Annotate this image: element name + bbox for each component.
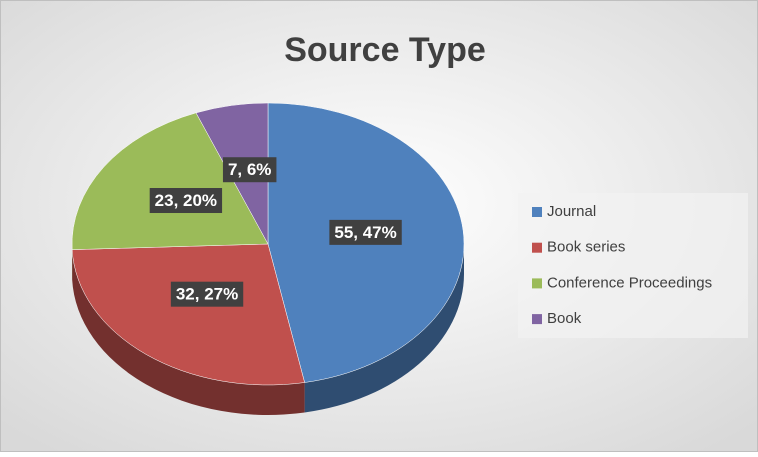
legend-swatch bbox=[532, 278, 542, 288]
data-label-group: 23, 20% bbox=[150, 188, 222, 213]
data-label-group: 7, 6% bbox=[223, 157, 276, 182]
legend-label: Conference Proceedings bbox=[547, 274, 712, 291]
legend-swatch bbox=[532, 243, 542, 253]
legend-swatch bbox=[532, 314, 542, 324]
legend-label: Book bbox=[547, 310, 582, 327]
data-label: 23, 20% bbox=[155, 191, 217, 210]
legend-swatch bbox=[532, 207, 542, 217]
chart-title: Source Type bbox=[284, 31, 486, 69]
legend-label: Book series bbox=[547, 239, 625, 256]
data-label-group: 55, 47% bbox=[329, 220, 401, 245]
data-label-group: 32, 27% bbox=[171, 282, 243, 307]
data-label: 55, 47% bbox=[334, 223, 396, 242]
data-label: 7, 6% bbox=[228, 160, 271, 179]
legend-label: Journal bbox=[547, 203, 596, 220]
data-label: 32, 27% bbox=[176, 285, 238, 304]
